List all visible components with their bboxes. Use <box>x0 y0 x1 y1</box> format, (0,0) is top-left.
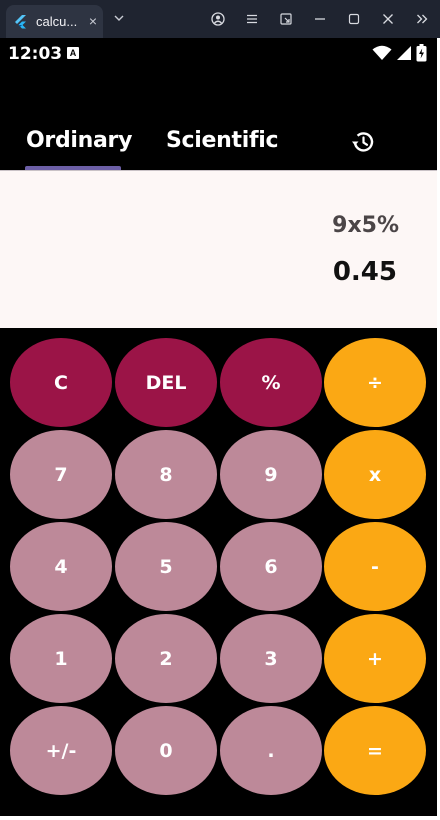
digit-7-button[interactable]: 7 <box>10 430 112 519</box>
digit-4-button[interactable]: 4 <box>10 522 112 611</box>
result-text: 0.45 <box>332 257 397 287</box>
digit-3-button[interactable]: 3 <box>220 614 322 703</box>
digit-6-button[interactable]: 6 <box>220 522 322 611</box>
maximize-icon[interactable] <box>346 11 362 27</box>
flutter-icon <box>14 14 28 29</box>
battery-icon <box>416 44 427 62</box>
menu-icon[interactable] <box>244 11 260 27</box>
history-icon[interactable] <box>350 129 376 155</box>
digit-8-button[interactable]: 8 <box>115 430 217 519</box>
cellular-signal-icon <box>397 46 411 60</box>
background-page-edge <box>437 38 440 820</box>
tab-ordinary[interactable]: Ordinary <box>26 128 133 153</box>
browser-tab[interactable]: calcu... × <box>6 5 103 38</box>
chevron-down-icon[interactable] <box>112 11 126 25</box>
profile-icon[interactable] <box>210 11 226 27</box>
minimize-icon[interactable] <box>312 11 328 27</box>
browser-tab-title: calcu... <box>36 14 78 29</box>
status-bar: 12:03 A <box>0 38 437 68</box>
keypad: C DEL% ÷ 7 8 9 x 4 5 6- 1 2 3 + +/- 0. = <box>0 328 437 816</box>
open-in-window-icon[interactable] <box>278 11 294 27</box>
close-window-icon[interactable] <box>380 11 396 27</box>
browser-chrome: calcu... × <box>0 0 440 38</box>
divide-button[interactable]: ÷ <box>324 338 426 427</box>
percent-button[interactable]: % <box>220 338 322 427</box>
equals-button[interactable]: = <box>324 706 426 795</box>
chevron-double-right-icon[interactable] <box>414 11 430 27</box>
digit-1-button[interactable]: 1 <box>10 614 112 703</box>
multiply-button[interactable]: x <box>324 430 426 519</box>
clear-button[interactable]: C <box>10 338 112 427</box>
status-time: 12:03 <box>8 44 63 64</box>
wifi-icon <box>372 45 392 60</box>
status-icons <box>372 44 427 62</box>
subtract-button[interactable]: - <box>324 522 426 611</box>
digit-0-button[interactable]: 0 <box>115 706 217 795</box>
active-tab-indicator <box>25 166 121 170</box>
delete-button[interactable]: DEL <box>115 338 217 427</box>
digit-2-button[interactable]: 2 <box>115 614 217 703</box>
notification-badge-icon: A <box>67 47 79 59</box>
toggle-sign-button[interactable]: +/- <box>10 706 112 795</box>
expression-text: 9x5% <box>332 213 399 238</box>
digit-9-button[interactable]: 9 <box>220 430 322 519</box>
tab-scientific[interactable]: Scientific <box>166 128 279 153</box>
calculator-display: 9x5% 0.45 <box>0 170 437 328</box>
decimal-button[interactable]: . <box>220 706 322 795</box>
window-bottom-edge <box>0 816 440 820</box>
mode-tabs: Ordinary Scientific <box>0 118 437 170</box>
digit-5-button[interactable]: 5 <box>115 522 217 611</box>
add-button[interactable]: + <box>324 614 426 703</box>
close-tab-icon[interactable]: × <box>88 13 97 29</box>
